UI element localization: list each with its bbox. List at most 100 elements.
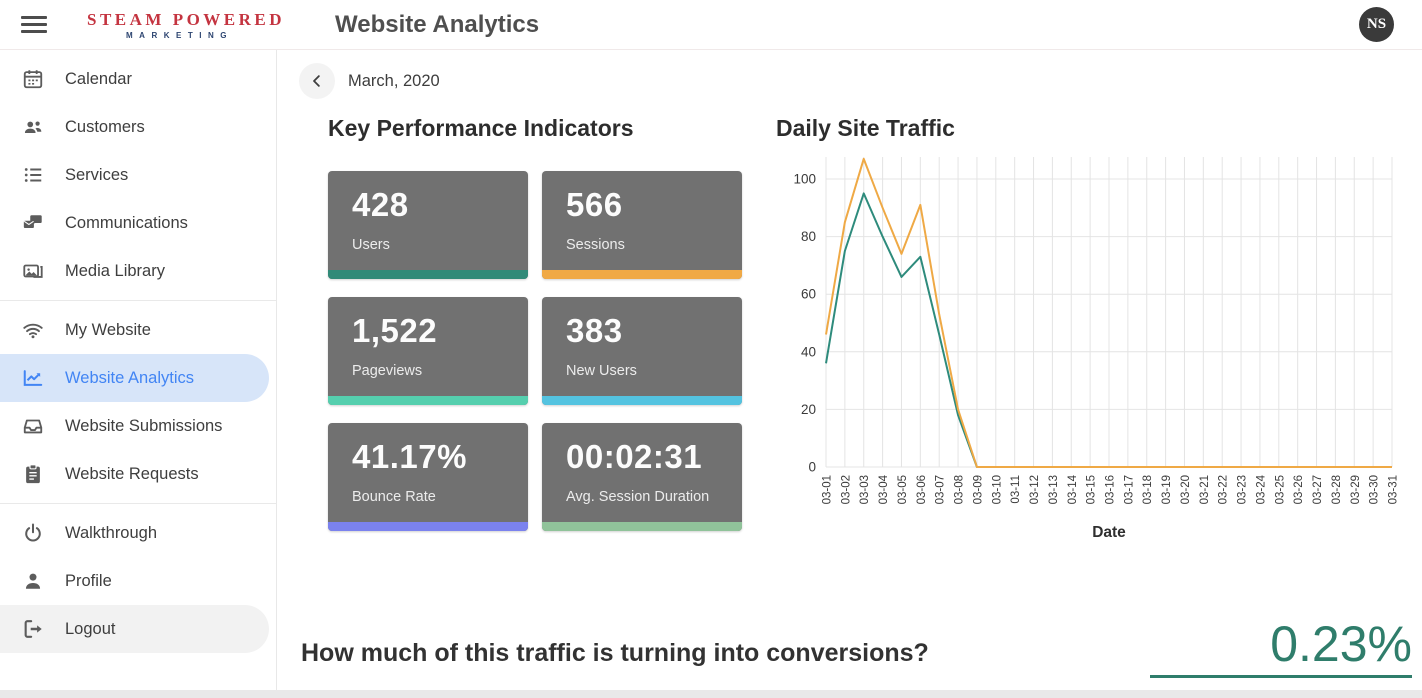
sidebar-item-communications[interactable]: Communications <box>0 199 269 247</box>
sidebar: Calendar Customers Services Communicatio… <box>0 50 277 698</box>
sidebar-item-logout[interactable]: Logout <box>0 605 269 653</box>
chart-line-icon <box>22 367 44 389</box>
sidebar-item-calendar[interactable]: Calendar <box>0 55 269 103</box>
logo-text-primary: STEAM POWERED <box>87 9 286 29</box>
sidebar-item-website-analytics[interactable]: Website Analytics <box>0 354 269 402</box>
sidebar-item-profile[interactable]: Profile <box>0 557 269 605</box>
previous-month-button[interactable] <box>299 63 335 99</box>
sidebar-item-website-requests[interactable]: Website Requests <box>0 450 269 498</box>
svg-text:03-18: 03-18 <box>1142 475 1154 504</box>
page-title: Website Analytics <box>335 10 540 38</box>
kpi-value: 00:02:31 <box>566 438 703 475</box>
svg-text:03-03: 03-03 <box>859 475 871 504</box>
sidebar-divider <box>0 300 276 301</box>
kpi-card-bounce-rate: 41.17% Bounce Rate <box>328 423 528 531</box>
svg-text:60: 60 <box>801 287 816 302</box>
power-icon <box>22 522 44 544</box>
svg-text:03-30: 03-30 <box>1369 475 1381 504</box>
svg-text:03-20: 03-20 <box>1180 475 1192 504</box>
communications-icon <box>22 212 44 234</box>
svg-text:03-10: 03-10 <box>991 475 1003 504</box>
svg-text:40: 40 <box>801 344 816 359</box>
svg-text:03-29: 03-29 <box>1350 475 1362 504</box>
svg-text:03-27: 03-27 <box>1312 475 1324 504</box>
kpi-value: 428 <box>352 186 409 223</box>
svg-text:03-31: 03-31 <box>1388 475 1400 504</box>
svg-text:03-26: 03-26 <box>1293 475 1305 504</box>
kpi-grid: 428 Users 566 Sessions 1,522 Pageviews 3… <box>328 171 752 531</box>
kpi-accent-bar <box>542 270 742 279</box>
chart-title: Daily Site Traffic <box>776 115 955 141</box>
sidebar-item-walkthrough[interactable]: Walkthrough <box>0 509 269 557</box>
svg-text:03-04: 03-04 <box>878 474 890 504</box>
sign-out-icon <box>22 618 44 640</box>
svg-text:03-11: 03-11 <box>1010 475 1022 504</box>
svg-text:03-28: 03-28 <box>1331 475 1343 504</box>
kpi-label: Bounce Rate <box>352 489 436 505</box>
app-header: STEAM POWERED MARKETING Website Analytic… <box>0 0 1422 50</box>
month-navigation: March, 2020 <box>299 63 1422 99</box>
kpi-label: Users <box>352 237 390 253</box>
inbox-icon <box>22 415 44 437</box>
kpi-card-users: 428 Users <box>328 171 528 279</box>
svg-text:03-23: 03-23 <box>1237 475 1249 504</box>
svg-text:100: 100 <box>793 172 816 187</box>
svg-text:03-06: 03-06 <box>916 475 928 504</box>
svg-text:03-17: 03-17 <box>1123 475 1135 504</box>
month-label: March, 2020 <box>348 71 440 90</box>
kpi-label: New Users <box>566 363 637 379</box>
svg-text:03-12: 03-12 <box>1029 475 1041 504</box>
sidebar-item-services[interactable]: Services <box>0 151 269 199</box>
kpi-label: Sessions <box>566 237 625 253</box>
svg-text:03-21: 03-21 <box>1199 475 1211 504</box>
svg-text:03-01: 03-01 <box>822 475 834 504</box>
svg-text:03-19: 03-19 <box>1161 475 1173 504</box>
kpi-accent-bar <box>542 522 742 531</box>
svg-text:03-05: 03-05 <box>897 475 909 504</box>
sidebar-item-media-library[interactable]: Media Library <box>0 247 269 295</box>
svg-text:20: 20 <box>801 402 816 417</box>
chevron-left-icon <box>313 75 320 87</box>
sidebar-item-my-website[interactable]: My Website <box>0 306 269 354</box>
chart-section: Daily Site Traffic 03-01 03-02 03-03 03-04 0… <box>776 115 1408 557</box>
kpi-section-title: Key Performance Indicators <box>328 115 634 141</box>
kpi-card-pageviews: 1,522 Pageviews <box>328 297 528 405</box>
svg-text:80: 80 <box>801 229 816 244</box>
svg-text:03-14: 03-14 <box>1067 474 1079 504</box>
sidebar-item-website-submissions[interactable]: Website Submissions <box>0 402 269 450</box>
kpi-value: 1,522 <box>352 312 438 349</box>
kpi-accent-bar <box>328 270 528 279</box>
svg-text:03-02: 03-02 <box>840 475 852 504</box>
sidebar-item-customers[interactable]: Customers <box>0 103 269 151</box>
clipboard-icon <box>22 463 44 485</box>
page-bottom-strip <box>0 690 1422 698</box>
svg-text:03-24: 03-24 <box>1255 474 1267 504</box>
conversion-rate-value: 0.23% <box>1150 619 1412 678</box>
kpi-card-new-users: 383 New Users <box>542 297 742 405</box>
svg-text:03-16: 03-16 <box>1105 475 1117 504</box>
kpi-accent-bar <box>328 522 528 531</box>
hamburger-menu-icon[interactable] <box>21 15 47 34</box>
svg-text:03-08: 03-08 <box>954 475 966 504</box>
svg-text:03-15: 03-15 <box>1086 475 1098 504</box>
kpi-card-sessions: 566 Sessions <box>542 171 742 279</box>
conversion-question: How much of this traffic is turning into… <box>301 639 929 667</box>
main-content: March, 2020 Key Performance Indicators 4… <box>278 50 1422 698</box>
media-library-icon <box>22 260 44 282</box>
svg-text:03-22: 03-22 <box>1218 475 1230 504</box>
brand-logo[interactable]: STEAM POWERED MARKETING <box>87 9 286 40</box>
kpi-accent-bar <box>542 396 742 405</box>
wifi-icon <box>22 319 44 341</box>
kpi-value: 566 <box>566 186 623 223</box>
svg-text:Date: Date <box>1092 524 1126 541</box>
svg-text:03-07: 03-07 <box>935 475 947 504</box>
conversion-summary: How much of this traffic is turning into… <box>299 619 1422 678</box>
services-icon <box>22 164 44 186</box>
kpi-card-avg-session-duration: 00:02:31 Avg. Session Duration <box>542 423 742 531</box>
kpi-value: 383 <box>566 312 623 349</box>
svg-text:0: 0 <box>808 460 816 475</box>
kpi-label: Avg. Session Duration <box>566 489 710 505</box>
kpi-label: Pageviews <box>352 363 423 379</box>
user-avatar[interactable]: NS <box>1359 7 1394 42</box>
customers-icon <box>22 116 44 138</box>
